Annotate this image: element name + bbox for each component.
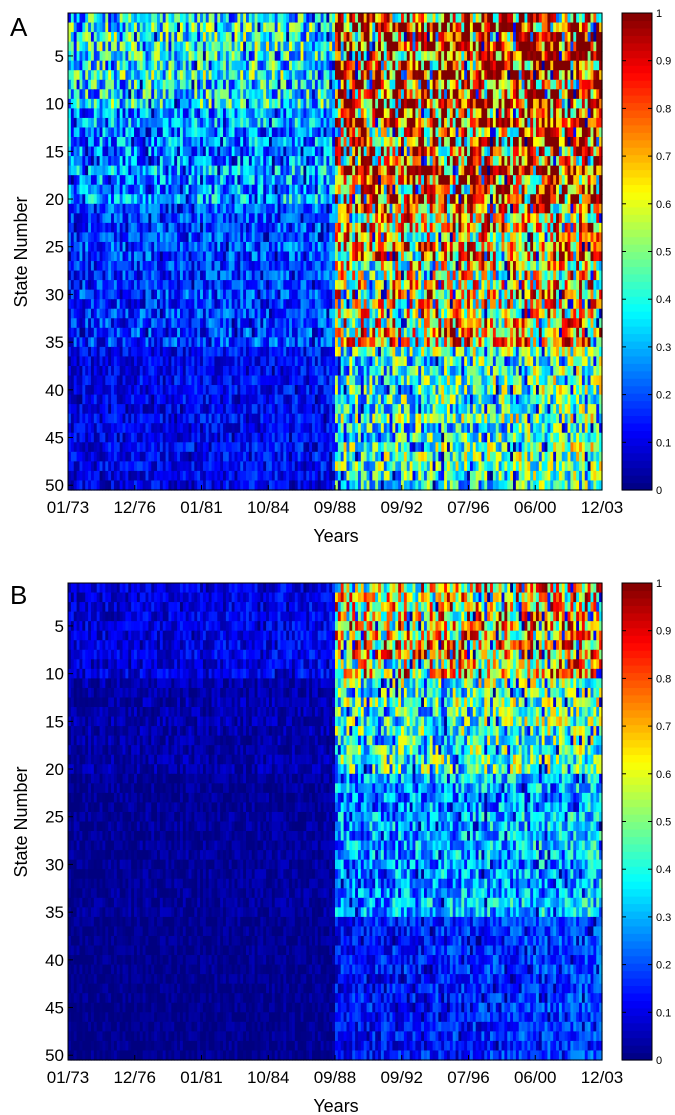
heatmap-row bbox=[68, 127, 603, 137]
heatmap-row bbox=[68, 118, 603, 128]
panel-label-a: A bbox=[10, 12, 28, 42]
heatmap-row bbox=[68, 80, 603, 90]
heatmap-row bbox=[68, 89, 603, 99]
heatmap-row bbox=[68, 61, 603, 71]
heatmap-row bbox=[68, 232, 603, 242]
heatmap-row bbox=[68, 13, 603, 23]
heatmap-row bbox=[68, 70, 603, 80]
heatmap-row bbox=[68, 156, 603, 166]
heatmap-row bbox=[68, 175, 603, 185]
heatmap-row bbox=[68, 166, 603, 176]
heatmap-row bbox=[68, 223, 603, 233]
heatmap-row bbox=[68, 194, 603, 204]
heatmap-row bbox=[68, 137, 603, 147]
heatmap-row bbox=[68, 252, 603, 262]
heatmap-row bbox=[68, 32, 603, 42]
heatmap-row bbox=[68, 185, 603, 195]
heatmap-row bbox=[68, 108, 603, 118]
heatmap-row bbox=[68, 213, 603, 223]
heatmap-row bbox=[68, 261, 603, 271]
heatmap-row bbox=[68, 242, 603, 252]
heatmap-row bbox=[68, 23, 603, 33]
heatmap-row bbox=[68, 99, 603, 109]
heatmap-row bbox=[68, 204, 603, 214]
heatmap-row bbox=[68, 42, 603, 52]
heatmap-a bbox=[68, 13, 603, 491]
heatmap-row bbox=[68, 147, 603, 157]
heatmap-row bbox=[68, 51, 603, 61]
